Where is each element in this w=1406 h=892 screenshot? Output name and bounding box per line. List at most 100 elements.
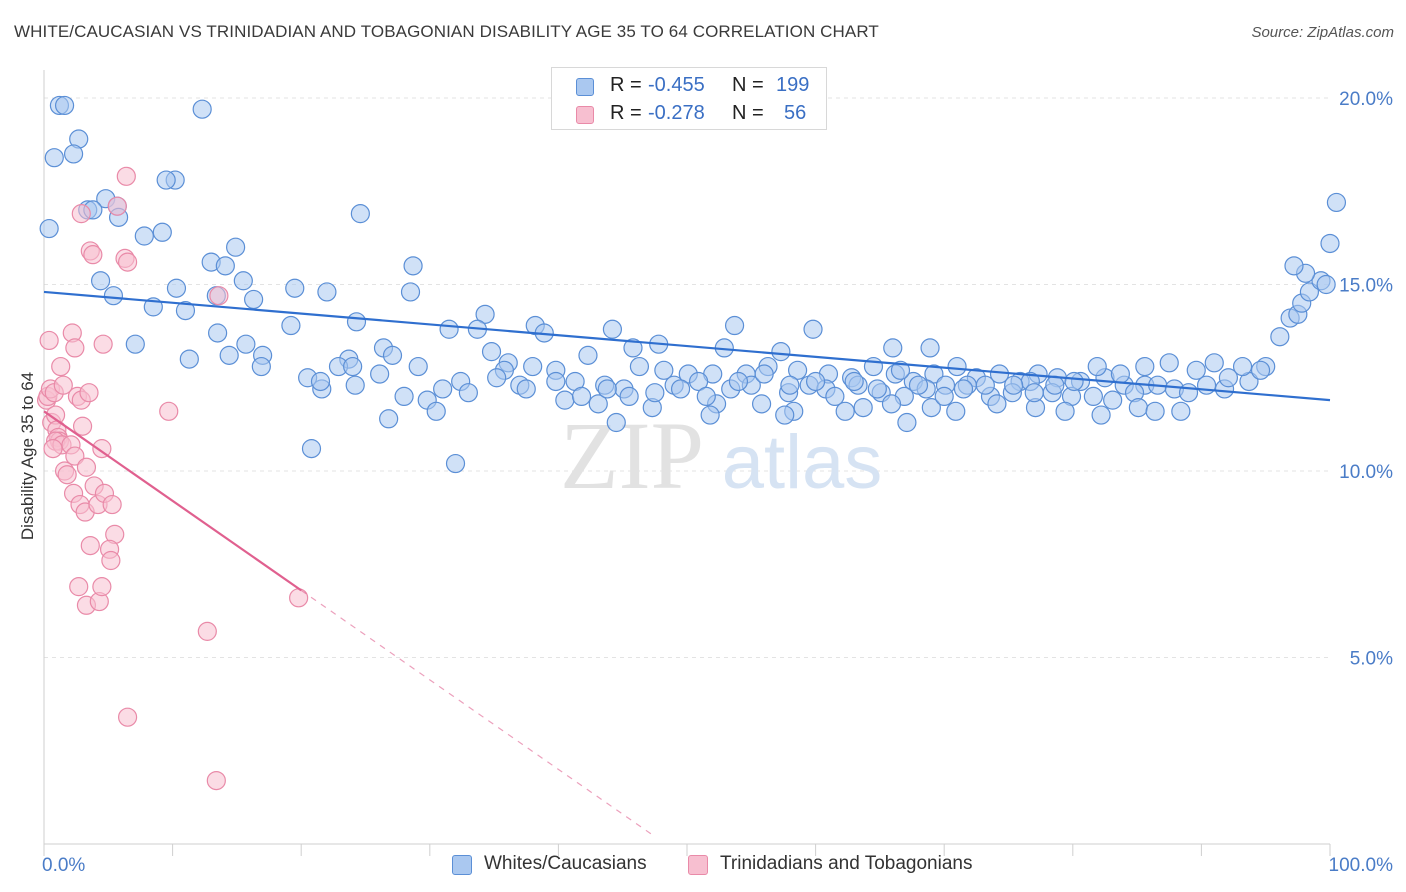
- whites-point: [751, 394, 772, 414]
- whites-point: [1045, 375, 1065, 395]
- whites-point: [853, 397, 873, 418]
- axes: [43, 70, 1331, 856]
- whites-point: [426, 401, 446, 421]
- y-tick-label: 15.0%: [1339, 276, 1393, 297]
- whites-point: [780, 375, 800, 395]
- whites-point: [439, 319, 459, 339]
- whites-point: [103, 286, 124, 306]
- trinidadians-point: [83, 245, 103, 265]
- whites-point: [1110, 364, 1130, 384]
- trinidadians-point: [289, 588, 309, 608]
- whites-point: [946, 401, 966, 421]
- whites-point: [987, 394, 1007, 414]
- trinidadians-point: [39, 330, 59, 351]
- r-value: -0.278: [648, 102, 705, 124]
- whites-point: [1024, 383, 1044, 403]
- trinidadians-trend-extension: [300, 589, 656, 838]
- whites-point: [175, 301, 196, 321]
- whites-point: [654, 360, 674, 380]
- whites-point: [728, 371, 749, 392]
- whites-point: [688, 371, 709, 392]
- y-tick-label: 20.0%: [1339, 89, 1393, 110]
- whites-point: [39, 218, 59, 239]
- whites-point: [771, 342, 791, 362]
- whites-point: [1270, 327, 1290, 347]
- whites-point: [301, 439, 322, 459]
- whites-point: [934, 386, 954, 406]
- whites-point: [1320, 233, 1340, 254]
- trinidadians-point: [92, 577, 112, 597]
- n-label: N =: [732, 102, 764, 124]
- trinidadians-swatch-icon: [688, 855, 708, 875]
- trinidadians-point: [117, 707, 138, 727]
- whites-point: [251, 356, 271, 377]
- whites-point: [1284, 256, 1304, 276]
- whites-point: [825, 386, 845, 406]
- trinidadians-point: [65, 446, 85, 466]
- whites-point: [192, 99, 212, 119]
- whites-point: [215, 256, 235, 276]
- whites-point: [597, 379, 617, 399]
- whites-point: [803, 319, 823, 339]
- whites-point: [975, 375, 995, 395]
- whites-point: [1135, 356, 1155, 377]
- whites-point: [867, 379, 887, 399]
- whites-point: [134, 226, 154, 246]
- y-tick-label: 10.0%: [1339, 462, 1393, 483]
- trinidadians-swatch-icon: [576, 106, 594, 124]
- whites-point: [696, 386, 716, 406]
- trinidadians-point: [197, 621, 217, 641]
- whites-point: [179, 349, 199, 369]
- whites-point: [1250, 360, 1271, 380]
- whites-point: [1103, 390, 1123, 410]
- x-tick-labels: 0.0% 100.0%: [42, 855, 1393, 876]
- trinidadians-point: [79, 383, 99, 403]
- whites-point: [629, 356, 650, 377]
- whites-point: [1128, 397, 1148, 418]
- whites-point: [408, 356, 428, 377]
- trinidadians-point: [101, 550, 121, 571]
- whites-point: [394, 386, 414, 406]
- whites-point: [281, 315, 301, 336]
- whites-point: [953, 379, 974, 399]
- trinidadians-point: [43, 439, 63, 459]
- stats-row-trinidadians: R = -0.278 N = 56: [552, 100, 826, 128]
- whites-point: [546, 371, 566, 392]
- trinidadians-point: [107, 196, 127, 216]
- whites-swatch-icon: [452, 855, 472, 875]
- x-tick-label: 100.0%: [1329, 855, 1394, 876]
- whites-point: [350, 204, 370, 224]
- whites-point: [921, 397, 941, 418]
- whites-point: [920, 338, 940, 358]
- whites-point: [523, 356, 543, 377]
- whites-point: [1218, 368, 1239, 388]
- whites-point: [90, 271, 111, 291]
- whites-point: [619, 386, 639, 406]
- whites-point: [1087, 356, 1107, 377]
- whites-point: [897, 412, 917, 433]
- whites-point: [881, 394, 902, 414]
- trinidadians-point: [65, 338, 85, 358]
- whites-point: [602, 319, 623, 339]
- whites-point: [555, 390, 575, 410]
- whites-point: [236, 334, 256, 354]
- whites-point: [1091, 405, 1111, 425]
- whites-point: [166, 278, 187, 298]
- whites-point: [475, 304, 495, 324]
- whites-point: [787, 360, 808, 380]
- whites-point: [1145, 401, 1165, 421]
- whites-trend-line: [43, 290, 1331, 402]
- whites-point: [310, 371, 331, 392]
- whites-point: [487, 368, 507, 388]
- trinidadians-point: [102, 494, 122, 515]
- whites-point: [379, 409, 399, 429]
- trinidadians-point: [93, 334, 113, 354]
- whites-point: [208, 323, 228, 343]
- r-label: R =: [610, 102, 642, 124]
- watermark-atlas: atlas: [722, 420, 883, 505]
- trinidadians-point: [92, 439, 112, 459]
- whites-point: [835, 401, 855, 421]
- trend-lines: [43, 290, 1331, 838]
- whites-point: [317, 282, 337, 302]
- n-value: 199: [776, 74, 810, 96]
